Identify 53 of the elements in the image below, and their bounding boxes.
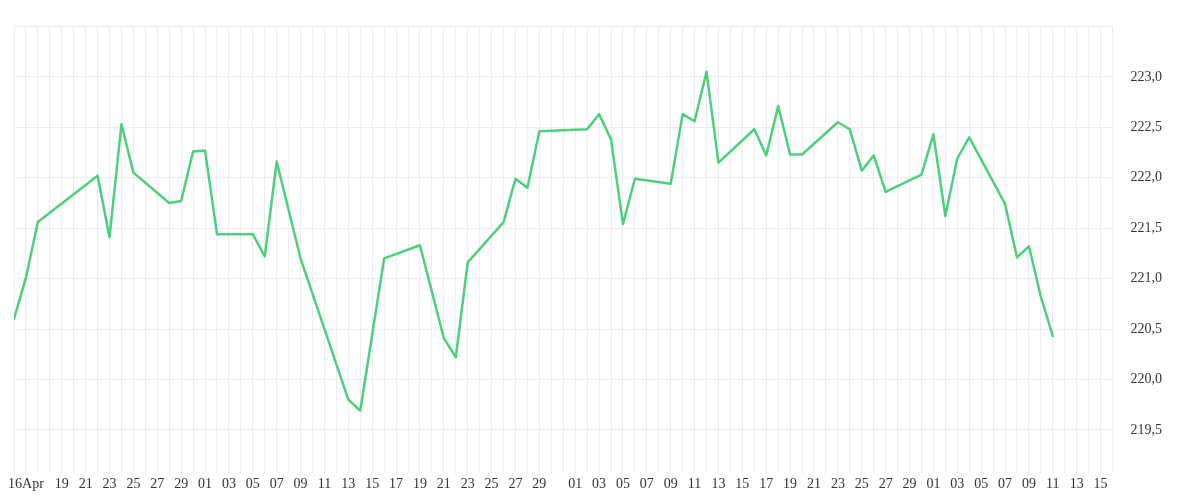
x-tick-label: 21 <box>436 476 451 492</box>
x-tick-label: 01 <box>568 476 583 492</box>
x-tick-label: 27 <box>878 476 893 492</box>
x-tick-label: 11 <box>1046 476 1060 492</box>
y-tick-label: 223,0 <box>1130 68 1162 84</box>
x-tick-label: 16Apr <box>8 476 45 492</box>
x-tick-label: 19 <box>412 476 427 492</box>
x-tick-label: 23 <box>102 476 117 492</box>
x-tick-label: 11 <box>687 476 702 492</box>
x-tick-label: 25 <box>854 476 869 492</box>
x-tick-label: 15 <box>735 476 750 492</box>
x-tick-label: 09 <box>663 476 678 492</box>
x-tick-label: 15 <box>1093 476 1108 492</box>
x-tick-label: 29 <box>174 476 189 492</box>
x-tick-label: 09 <box>293 476 308 492</box>
x-tick-label: 19 <box>783 476 798 492</box>
y-tick-label: 222,0 <box>1130 169 1162 185</box>
x-tick-label: 01 <box>198 476 213 492</box>
y-tick-label: 220,0 <box>1130 371 1162 387</box>
x-tick-label: 29 <box>902 476 917 492</box>
x-tick-label: 27 <box>150 476 165 492</box>
y-tick-label: 219,5 <box>1130 421 1162 437</box>
x-tick-label: 07 <box>639 476 654 492</box>
x-tick-label: 23 <box>830 476 845 492</box>
x-tick-label: 05 <box>974 476 989 492</box>
x-tick-label: 13 <box>711 476 726 492</box>
x-tick-label: 15 <box>365 476 380 492</box>
y-tick-label: 220,5 <box>1130 320 1162 336</box>
x-tick-label: 17 <box>759 476 774 492</box>
x-tick-label: 07 <box>269 476 284 492</box>
y-tick-label: 222,5 <box>1130 118 1162 134</box>
x-tick-label: 19 <box>54 476 69 492</box>
x-tick-label: 11 <box>317 476 332 492</box>
x-tick-label: 07 <box>998 476 1013 492</box>
x-tick-label: 03 <box>950 476 965 492</box>
x-tick-label: 29 <box>532 476 547 492</box>
x-tick-label: 25 <box>484 476 499 492</box>
x-tick-label: 27 <box>508 476 523 492</box>
x-tick-label: 23 <box>460 476 475 492</box>
x-tick-label: 21 <box>78 476 93 492</box>
x-tick-label: 03 <box>221 476 236 492</box>
y-tick-label: 221,5 <box>1130 219 1162 235</box>
x-tick-label: 03 <box>592 476 607 492</box>
x-tick-label: 13 <box>341 476 356 492</box>
x-tick-label: 05 <box>615 476 630 492</box>
x-tick-label: 05 <box>245 476 260 492</box>
x-tick-label: 13 <box>1069 476 1084 492</box>
y-tick-label: 221,0 <box>1130 270 1162 286</box>
x-tick-label: 25 <box>126 476 141 492</box>
x-tick-label: 21 <box>806 476 821 492</box>
x-tick-label: 09 <box>1021 476 1036 492</box>
x-tick-label: 01 <box>926 476 941 492</box>
x-tick-label: 17 <box>389 476 404 492</box>
